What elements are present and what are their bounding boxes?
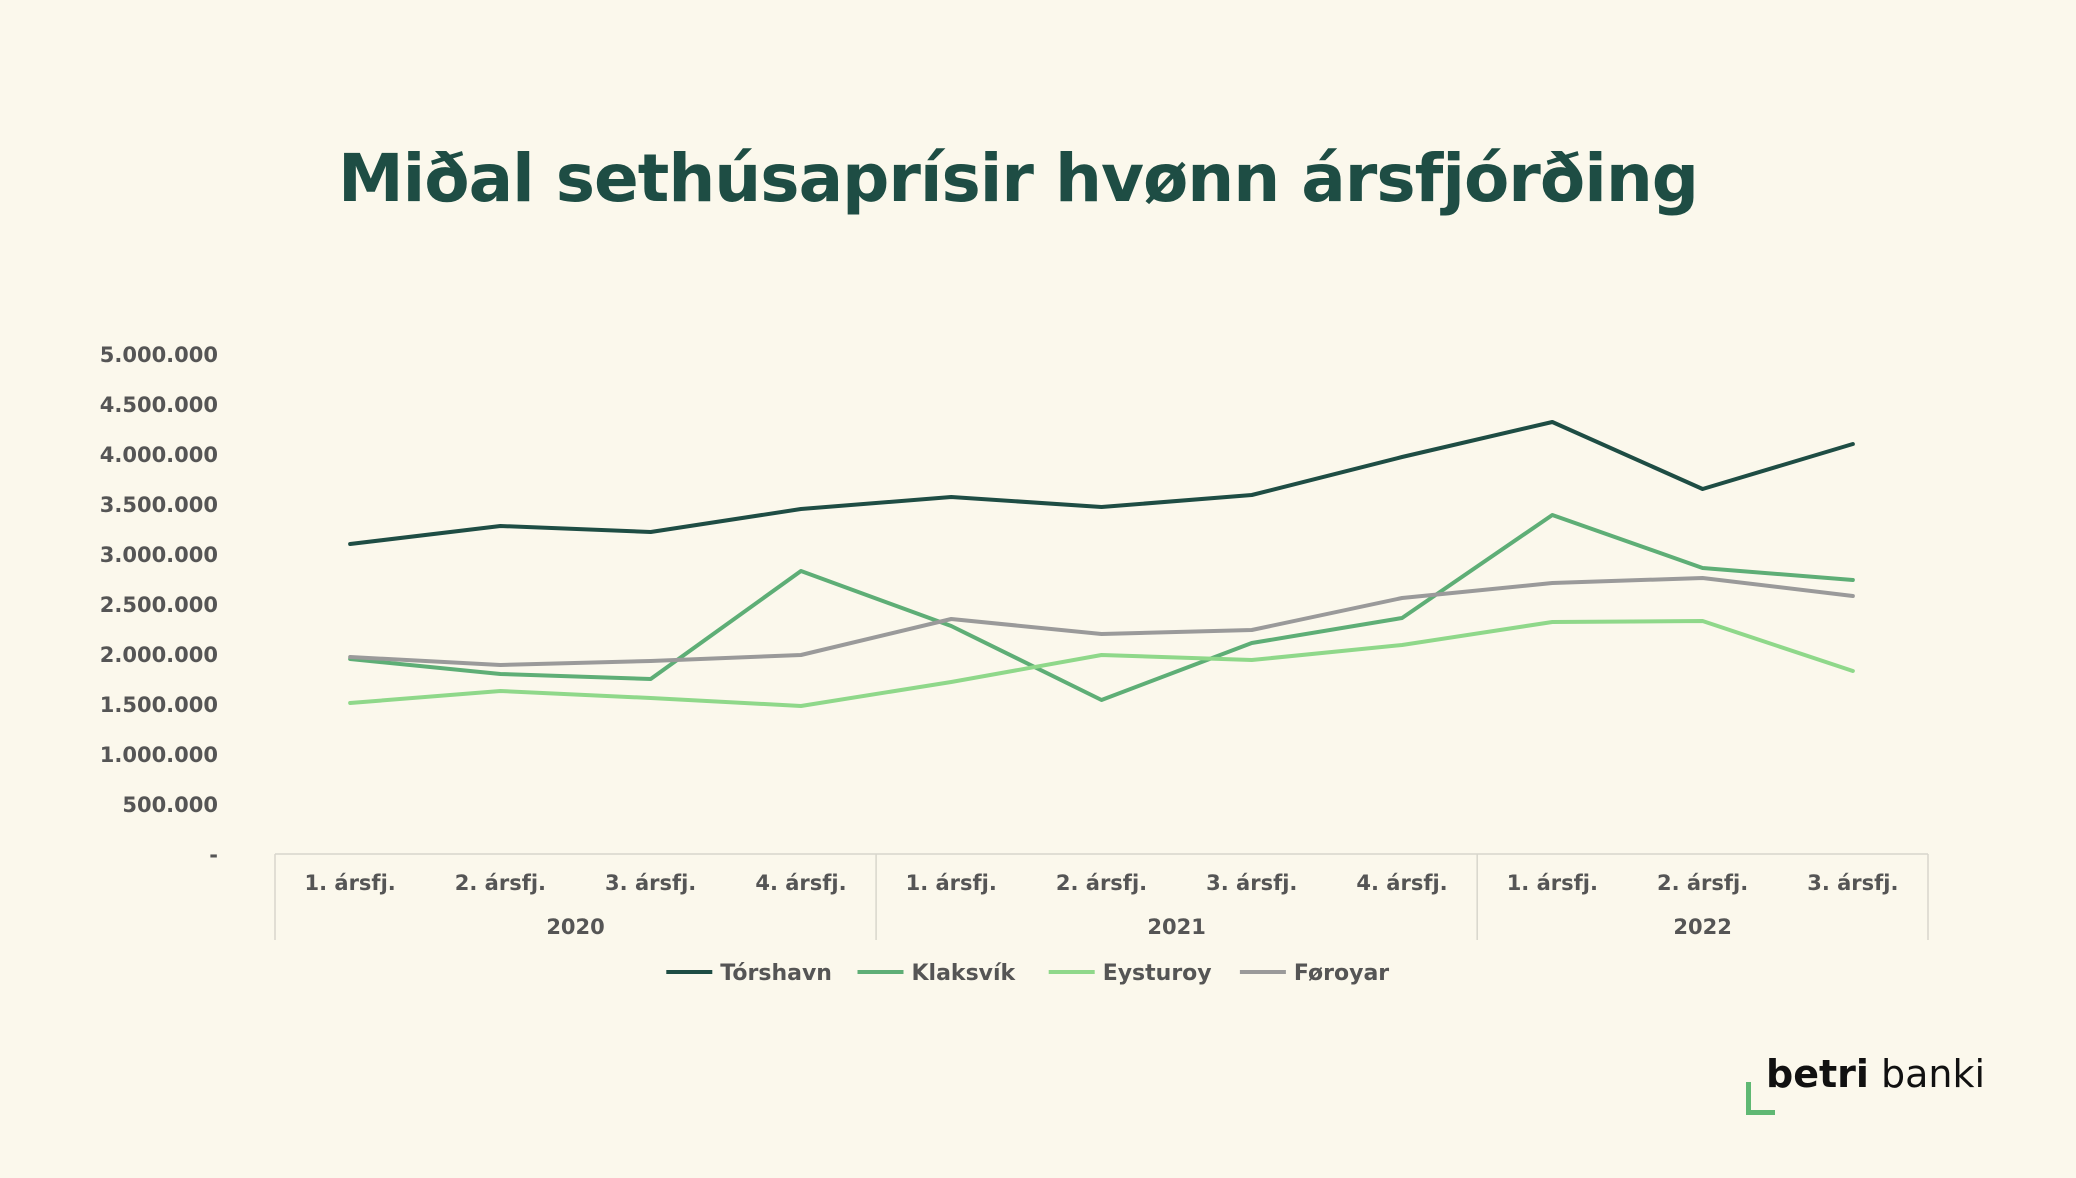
y-tick-label: - [209,843,218,867]
x-tick-label: 3. ársfj. [1206,871,1297,895]
x-tick-label: 3. ársfj. [605,871,696,895]
legend-label: Klaksvík [912,961,1017,986]
x-group-label: 2020 [546,915,604,939]
x-tick-label: 3. ársfj. [1807,871,1898,895]
y-tick-label: 3.500.000 [100,493,218,517]
x-group-label: 2022 [1673,915,1731,939]
x-tick-label: 4. ársfj. [1356,871,1447,895]
chart-title: Miðal sethúsaprísir hvønn ársfjórðing [337,140,1699,217]
logo-word-banki: banki [1881,1052,1986,1096]
series-line-3 [348,619,1855,708]
x-group-label: 2021 [1147,915,1205,939]
y-tick-label: 500.000 [122,793,218,817]
legend-label: Tórshavn [720,961,832,986]
x-tick-label: 1. ársfj. [305,871,396,895]
y-tick-label: 2.500.000 [100,593,218,617]
logo-word-betri: betri [1766,1052,1869,1096]
x-tick-label: 2. ársfj. [1056,871,1147,895]
betri-banki-logo: betri banki [1738,1052,1985,1122]
y-tick-label: 1.500.000 [100,693,218,717]
logo-mark-icon [1746,1082,1775,1115]
series-line-4 [348,576,1855,667]
series-line-2 [348,513,1855,702]
y-tick-label: 5.000.000 [100,343,218,367]
x-tick-label: 2. ársfj. [1657,871,1748,895]
x-tick-label: 1. ársfj. [906,871,997,895]
legend-label: Eysturoy [1103,961,1212,986]
y-tick-label: 3.000.000 [100,543,218,567]
series-line-1 [348,420,1855,546]
x-tick-label: 1. ársfj. [1507,871,1598,895]
y-tick-label: 4.500.000 [100,393,218,417]
y-tick-label: 2.000.000 [100,643,218,667]
y-tick-label: 4.000.000 [100,443,218,467]
legend-label: Føroyar [1294,961,1389,986]
x-tick-label: 2. ársfj. [455,871,546,895]
x-tick-label: 4. ársfj. [755,871,846,895]
y-tick-label: 1.000.000 [100,743,218,767]
